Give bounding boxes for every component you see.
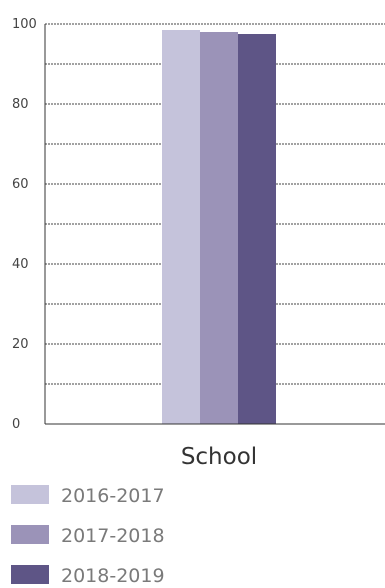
legend-label: 2017-2018 [61,525,165,547]
bar-2017-2018 [200,32,238,424]
y-tick-label: 80 [12,97,29,112]
legend-label: 2018-2019 [61,565,165,587]
y-tick-label: 20 [12,337,29,352]
y-tick-label: 60 [12,177,29,192]
y-tick-label: 0 [12,417,20,432]
bar-2016-2017 [162,30,200,424]
legend-label: 2016-2017 [61,485,165,507]
legend-item: 2016-2017 [11,484,311,508]
x-category-label: School [181,444,257,470]
y-tick-label: 100 [12,17,37,32]
legend-swatch [11,525,49,544]
legend-swatch [11,485,49,504]
legend-item: 2017-2018 [11,524,311,548]
legend-item: 2018-2019 [11,564,311,588]
bar-2018-2019 [238,34,276,424]
y-tick-label: 40 [12,257,29,272]
legend-swatch [11,565,49,584]
bar-chart: 0 20 40 60 80 100 School [12,17,385,470]
